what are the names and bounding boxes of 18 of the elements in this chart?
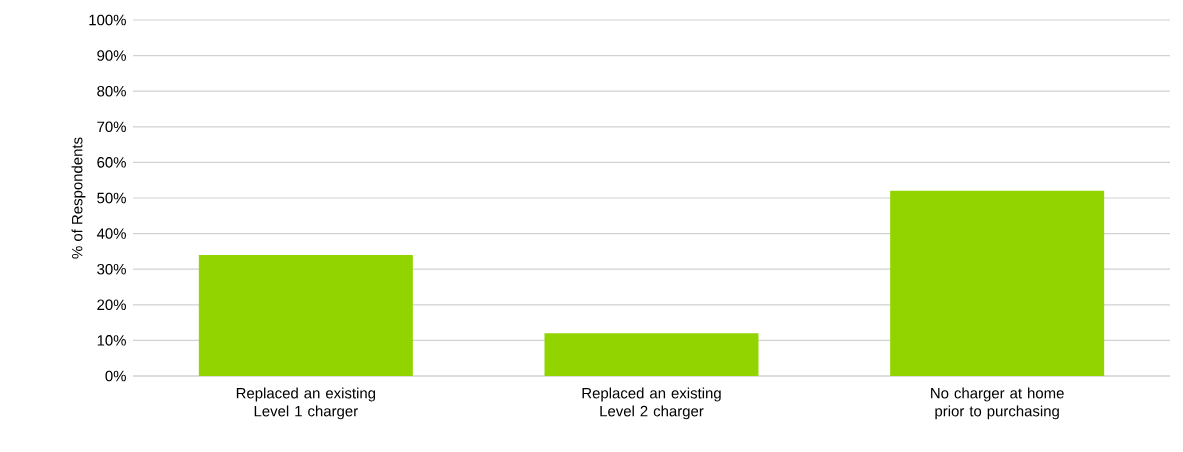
y-tick-label: 30% (97, 263, 126, 275)
y-axis-title: % of Respondents (71, 137, 86, 259)
y-tick-label: 40% (96, 228, 126, 239)
y-tick-label: 100% (89, 14, 126, 26)
y-tick-label: 80% (97, 85, 126, 97)
y-tick-label: 20% (97, 299, 126, 311)
x-tick-label: No charger at home prior to purchasing (931, 387, 1064, 420)
x-tick-label: Replaced an existing Level 1 charger (236, 387, 376, 420)
bar (544, 333, 759, 376)
y-tick-label: 60% (97, 157, 126, 168)
bar (890, 190, 1105, 376)
y-tick-label: 90% (97, 50, 126, 61)
x-tick-label: Replaced an existing Level 2 charger (582, 387, 721, 420)
y-tick-label: 70% (97, 121, 126, 133)
y-tick-label: 0% (105, 370, 126, 382)
y-tick-label: 10% (97, 335, 126, 346)
bar (198, 254, 413, 376)
y-tick-label: 50% (97, 192, 126, 204)
